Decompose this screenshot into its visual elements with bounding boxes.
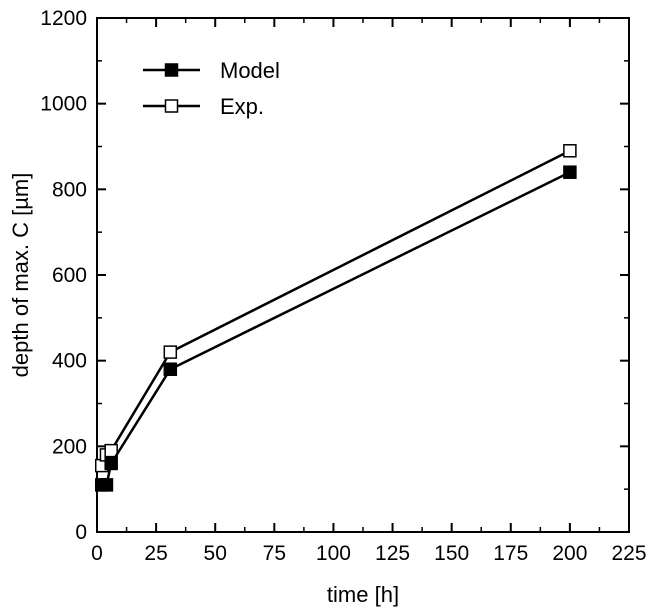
y-tick-label: 600 xyxy=(52,264,87,287)
data-point xyxy=(104,443,118,458)
x-tick-label: 175 xyxy=(493,542,528,565)
legend-label: Exp. xyxy=(220,94,264,119)
legend-marker xyxy=(164,99,179,113)
data-point xyxy=(563,144,577,158)
y-tick-label: 400 xyxy=(52,350,87,373)
legend-item: Exp. xyxy=(143,94,264,119)
x-tick-label: 150 xyxy=(434,542,469,565)
series-model xyxy=(94,165,577,492)
x-tick-label: 25 xyxy=(144,542,167,565)
y-tick-label: 0 xyxy=(75,521,87,544)
y-tick-label: 1000 xyxy=(40,93,87,116)
x-tick-label: 75 xyxy=(263,542,286,565)
x-tick-label: 50 xyxy=(204,542,227,565)
series-exp xyxy=(94,144,577,473)
legend-marker xyxy=(164,63,179,77)
x-tick-label: 225 xyxy=(611,542,646,565)
series-line xyxy=(100,149,571,467)
data-point xyxy=(104,456,118,471)
legend-label: Model xyxy=(220,58,280,83)
x-tick-label: 100 xyxy=(316,542,351,565)
axis-ticks: 0 25 50 75 100 125 150 175 200 225 0 200 400 600 800 10… xyxy=(40,7,646,565)
legend-item: Model xyxy=(143,58,280,83)
series-line xyxy=(101,171,571,487)
y-tick-label: 800 xyxy=(52,178,87,201)
data-point xyxy=(99,478,114,492)
x-axis-label: time [h] xyxy=(327,582,399,607)
x-tick-label: 125 xyxy=(375,542,410,565)
y-axis-label: depth of max. C [µm] xyxy=(8,173,33,378)
x-tick-label: 200 xyxy=(552,542,587,565)
y-tick-label: 200 xyxy=(52,435,87,458)
data-point xyxy=(563,165,577,179)
x-tick-label: 0 xyxy=(91,542,103,565)
series-group xyxy=(94,144,577,492)
y-tick-label: 1200 xyxy=(40,7,87,30)
legend: Model Exp. xyxy=(143,58,280,119)
data-point xyxy=(163,345,178,359)
data-point xyxy=(163,362,178,376)
